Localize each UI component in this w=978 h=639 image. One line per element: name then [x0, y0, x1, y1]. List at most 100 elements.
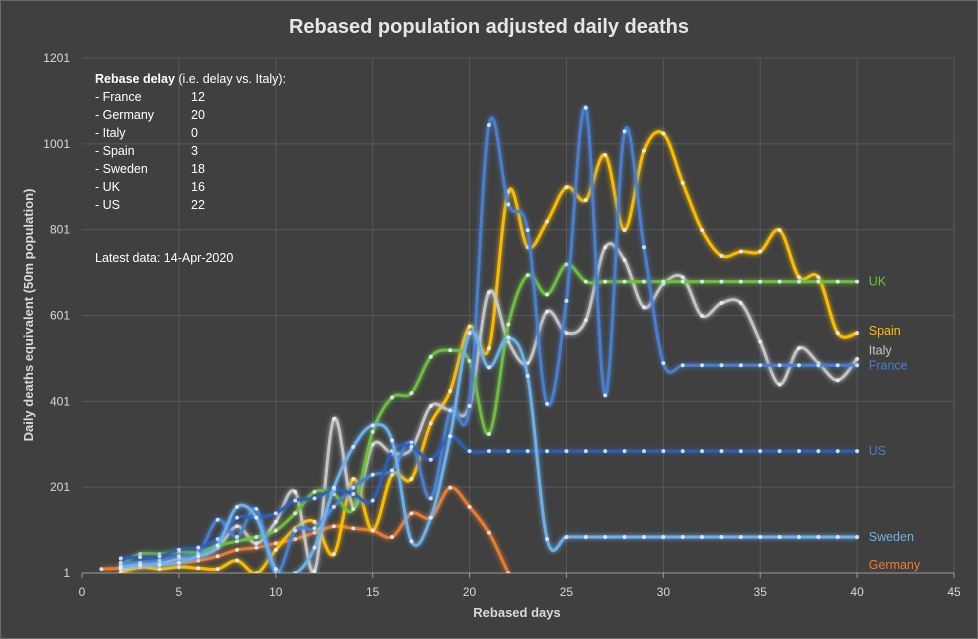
- y-tick-label: 801: [50, 223, 70, 237]
- data-point-uk: [796, 279, 801, 284]
- data-point-uk: [293, 511, 298, 516]
- data-point-spain: [157, 567, 162, 572]
- annotation-rows: - France 12 - Germany 20 - Italy 0 - Spain 3 - S…: [95, 90, 205, 212]
- data-point-spain: [312, 519, 317, 524]
- data-point-italy: [719, 301, 724, 306]
- data-point-us: [351, 492, 356, 497]
- data-point-france: [428, 496, 433, 501]
- data-point-france: [777, 363, 782, 368]
- data-point-sweden: [855, 534, 860, 539]
- data-point-italy: [486, 290, 491, 295]
- data-point-spain: [118, 570, 123, 573]
- data-point-germany: [99, 567, 104, 572]
- series-label-italy: Italy: [869, 343, 893, 357]
- data-point-spain: [641, 148, 646, 153]
- data-point-italy: [680, 275, 685, 280]
- data-point-france: [370, 472, 375, 477]
- data-point-spain: [583, 198, 588, 203]
- data-point-spain: [661, 131, 666, 136]
- data-point-us: [467, 449, 472, 454]
- data-point-france: [680, 363, 685, 368]
- data-point-france: [254, 507, 259, 512]
- x-tick-label: 0: [79, 585, 86, 599]
- data-point-uk: [583, 279, 588, 284]
- data-point-sweden: [215, 543, 220, 548]
- data-point-france: [622, 129, 627, 134]
- data-point-germany: [254, 545, 259, 550]
- x-tick-label: 10: [269, 585, 283, 599]
- data-point-sweden: [118, 564, 123, 569]
- data-point-france: [738, 363, 743, 368]
- data-point-uk: [622, 279, 627, 284]
- data-point-spain: [215, 567, 220, 572]
- rebase-annotation: Rebase delay (i.e. delay vs. Italy): - F…: [95, 72, 286, 265]
- annotation-country: - US: [95, 198, 120, 212]
- data-point-uk: [738, 279, 743, 284]
- data-point-sweden: [428, 515, 433, 520]
- data-point-italy: [331, 416, 336, 421]
- data-point-uk: [700, 279, 705, 284]
- y-axis-label: Daily deaths equivalent (50m population): [21, 189, 36, 442]
- data-point-france: [700, 363, 705, 368]
- data-point-spain: [486, 346, 491, 351]
- series-label-germany: Germany: [869, 558, 921, 572]
- data-point-uk: [719, 279, 724, 284]
- data-point-germany: [390, 534, 395, 539]
- data-point-uk: [428, 354, 433, 359]
- data-point-sweden: [816, 534, 821, 539]
- data-point-sweden: [796, 534, 801, 539]
- annotation-heading: Rebase delay (i.e. delay vs. Italy):: [95, 72, 286, 86]
- series-sweden: [118, 329, 860, 573]
- data-point-uk: [254, 534, 259, 539]
- annotation-delay: 12: [191, 90, 205, 104]
- data-point-us: [661, 449, 666, 454]
- data-point-uk: [506, 322, 511, 327]
- data-point-spain: [506, 189, 511, 194]
- data-point-france: [758, 363, 763, 368]
- data-point-germany: [196, 558, 201, 563]
- data-point-france: [312, 526, 317, 531]
- data-point-us: [564, 449, 569, 454]
- annotation-heading-rest: (i.e. delay vs. Italy):: [175, 72, 286, 86]
- data-point-italy: [370, 442, 375, 447]
- data-point-uk: [777, 279, 782, 284]
- series-label-sweden: Sweden: [869, 530, 914, 544]
- data-point-uk: [235, 539, 240, 544]
- data-point-germany: [273, 541, 278, 546]
- data-point-us: [196, 545, 201, 550]
- data-point-spain: [816, 275, 821, 280]
- data-point-sweden: [738, 534, 743, 539]
- series-spain: [118, 130, 860, 573]
- annotation-delay: 3: [191, 144, 198, 158]
- data-point-sweden: [176, 560, 181, 565]
- data-point-sweden: [254, 515, 259, 520]
- data-point-sweden: [777, 534, 782, 539]
- series-label-uk: UK: [869, 275, 887, 289]
- data-point-uk: [370, 429, 375, 434]
- data-point-spain: [758, 249, 763, 254]
- data-point-uk: [680, 279, 685, 284]
- data-point-france: [525, 228, 530, 233]
- data-point-sweden: [506, 335, 511, 340]
- data-point-italy: [525, 361, 530, 366]
- data-point-spain: [738, 249, 743, 254]
- y-tick-label: 401: [50, 394, 70, 408]
- data-point-france: [641, 245, 646, 250]
- data-point-france: [486, 122, 491, 127]
- data-point-us: [603, 449, 608, 454]
- data-point-spain: [235, 558, 240, 563]
- data-point-uk: [661, 279, 666, 284]
- data-point-spain: [254, 571, 259, 573]
- data-point-france: [448, 408, 453, 413]
- data-point-us: [525, 449, 530, 454]
- data-point-germany: [351, 526, 356, 531]
- data-point-france: [176, 554, 181, 559]
- data-point-us: [758, 449, 763, 454]
- data-point-italy: [603, 245, 608, 250]
- data-point-italy: [835, 378, 840, 383]
- data-point-us: [138, 555, 143, 560]
- data-point-uk: [138, 552, 143, 557]
- data-point-uk: [564, 262, 569, 267]
- data-point-us: [312, 496, 317, 501]
